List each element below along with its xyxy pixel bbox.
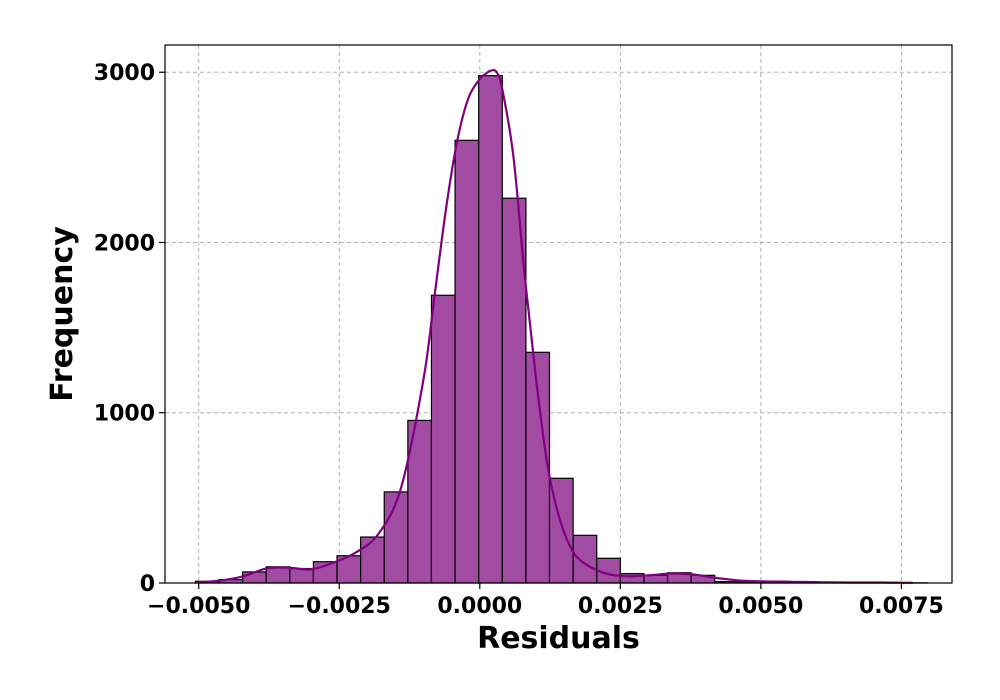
x-tick-label: 0.0050 [718,594,803,619]
histogram-bar [360,536,385,584]
histogram-bars [194,75,928,584]
histogram-bar [478,75,503,584]
histogram-bar [454,139,480,584]
y-axis-title: Frequency [45,226,80,402]
histogram-bar [265,566,291,584]
y-tick-label: 3000 [94,61,155,86]
x-axis-title: Residuals [477,621,640,656]
y-axis-ticks: 0 1000 2000 3000 [94,61,165,597]
x-tick-label: 0.0025 [578,594,663,619]
x-axis-ticks: −0.0050 −0.0025 0.0000 0.0025 0.0050 0.0075 [147,583,944,619]
kde-curve [198,69,913,584]
histogram-bar [241,571,267,584]
y-tick-label: 2000 [94,231,155,256]
histogram-bar [430,294,456,584]
x-tick-label: 0.0075 [859,594,944,619]
x-tick-label: −0.0050 [147,594,250,619]
y-tick-label: 1000 [94,402,155,427]
y-tick-label: 0 [140,572,155,597]
x-tick-label: −0.0025 [288,594,391,619]
x-tick-label: 0.0000 [437,594,522,619]
histogram-bar [572,534,598,584]
plot-frame [164,44,953,584]
histogram-bar [289,567,315,584]
